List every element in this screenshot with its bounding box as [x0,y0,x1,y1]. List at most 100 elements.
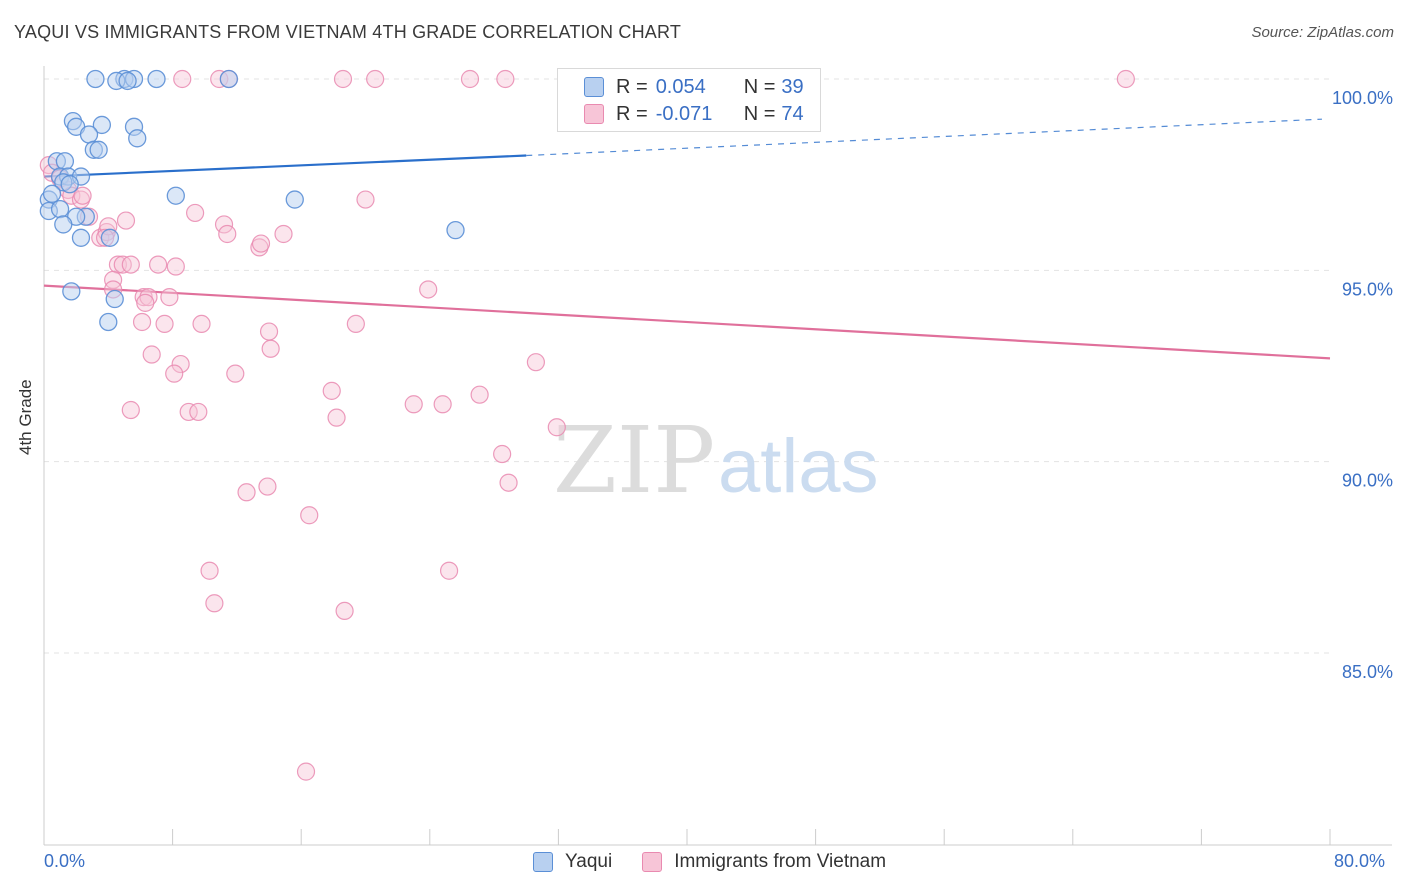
point-yaqui [147,69,166,89]
point-vietnam [132,312,152,332]
source-credit: Source: ZipAtlas.com [1251,24,1394,41]
point-vietnam [192,314,211,334]
point-vietnam [173,69,192,89]
legend-r-value: 0.054 [655,75,706,98]
point-vietnam [335,601,354,621]
chart-title: YAQUI VS IMMIGRANTS FROM VIETNAM 4TH GRA… [14,22,682,42]
x-tick-label-max: 80.0% [1334,851,1386,871]
point-vietnam [493,444,512,464]
point-yaqui [99,312,118,332]
point-vietnam [404,395,423,414]
y-tick-label: 85.0% [1342,662,1393,682]
point-vietnam [261,339,280,358]
y-tick-labels: 85.0% 90.0% 95.0% 100.0% [1332,88,1393,682]
point-yaqui [62,282,81,301]
point-vietnam [322,381,341,400]
point-yaqui [285,190,304,209]
point-vietnam [155,314,174,334]
point-yaqui [128,129,147,148]
y-axis-title: 4th Grade [16,379,35,455]
point-vietnam [179,402,198,422]
legend-item-vietnam: Immigrants from Vietnam [642,851,886,873]
y-tick-label: 90.0% [1342,471,1393,491]
point-vietnam [526,353,545,372]
point-vietnam [136,293,155,312]
point-vietnam [121,400,140,420]
point-vietnam [366,69,385,89]
point-vietnam [160,288,179,307]
point-vietnam [226,364,245,383]
legend-n-label: N = [743,102,776,125]
point-vietnam [433,395,452,414]
point-vietnam [333,69,353,89]
series-yaqui-points [39,69,465,332]
point-vietnam [171,354,190,374]
legend-r-label: R = [616,75,648,98]
point-vietnam [142,345,161,364]
correlation-legend: R = 0.054 N = 39 R = -0.071 N = 74 [557,68,821,132]
point-vietnam [460,69,480,89]
watermark-atlas: atlas [718,424,879,509]
point-vietnam [205,594,224,613]
point-vietnam [296,762,316,781]
point-yaqui [100,228,120,247]
x-tick-label-min: 0.0% [44,851,86,871]
legend-r-label: R = [616,102,648,125]
point-vietnam [73,186,92,205]
point-vietnam [139,288,158,307]
point-yaqui [166,186,185,205]
legend-swatch-pink [584,104,604,124]
point-vietnam [104,270,123,289]
point-vietnam [116,211,136,230]
point-vietnam [547,418,566,437]
point-vietnam [189,402,208,422]
legend-row-yaqui: R = 0.054 N = 39 [584,74,804,100]
trend-line-vietnam [43,284,1331,360]
legend-n-value: 74 [781,102,804,125]
watermark: ZIP atlas [553,407,879,514]
legend-swatch-vietnam [642,852,663,872]
point-yaqui [55,152,75,171]
trend-lines [43,118,1331,360]
point-yaqui [92,115,112,135]
point-yaqui [89,140,108,159]
point-vietnam [251,234,271,253]
point-vietnam [470,385,489,404]
series-vietnam-points [39,69,1135,781]
legend-item-yaqui: Yaqui [533,851,612,873]
point-vietnam [166,257,185,276]
point-vietnam [439,561,459,580]
point-yaqui [60,175,79,194]
point-vietnam [186,203,205,223]
legend-n-value: 39 [781,75,804,98]
point-vietnam [356,190,375,209]
legend-label-vietnam: Immigrants from Vietnam [674,851,887,872]
point-vietnam [419,280,438,299]
point-vietnam [149,255,168,274]
watermark-zip: ZIP [553,407,715,514]
point-yaqui [71,228,91,247]
point-yaqui [79,125,99,144]
point-vietnam [200,561,219,580]
trend-line-yaqui [43,154,527,178]
point-vietnam [327,408,346,427]
point-vietnam [499,473,518,492]
point-yaqui [446,221,465,240]
point-yaqui [42,184,62,203]
point-yaqui [54,215,73,234]
point-vietnam [259,322,279,341]
legend-swatch-yaqui [533,852,553,872]
point-vietnam [218,224,237,244]
legend-row-vietnam: R = -0.071 N = 74 [584,101,804,127]
trend-line-yaqui-projection [526,118,1322,157]
legend-r-value: -0.071 [655,102,713,125]
point-vietnam [496,69,515,89]
legend-swatch-blue [584,77,604,97]
legend-n-label: N = [743,75,776,98]
point-yaqui [118,71,137,91]
point-vietnam [165,364,184,383]
point-vietnam [214,215,234,234]
series-legend: Yaqui Immigrants from Vietnam [533,851,916,873]
point-yaqui [50,199,70,219]
